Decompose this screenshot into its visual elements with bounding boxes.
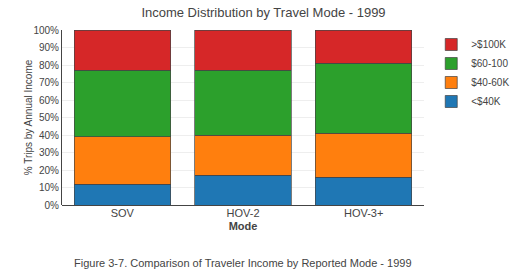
svg-text:HOV-3+: HOV-3+ xyxy=(344,207,383,219)
svg-text:10%: 10% xyxy=(39,182,59,193)
svg-text:Mode: Mode xyxy=(229,220,258,232)
svg-text:30%: 30% xyxy=(39,147,59,158)
svg-text:60%: 60% xyxy=(39,95,59,106)
svg-text:SOV: SOV xyxy=(111,207,135,219)
svg-text:$60-100: $60-100 xyxy=(471,58,508,69)
svg-text:0%: 0% xyxy=(45,200,60,211)
svg-text:20%: 20% xyxy=(39,165,59,176)
svg-text:>$100K: >$100K xyxy=(471,39,506,50)
svg-text:80%: 80% xyxy=(39,60,59,71)
svg-text:% Trips by Annual Income: % Trips by Annual Income xyxy=(23,59,34,175)
svg-text:Figure 3-7. Comparison of Trav: Figure 3-7. Comparison of Traveler Incom… xyxy=(74,257,412,269)
svg-text:70%: 70% xyxy=(39,77,59,88)
svg-text:90%: 90% xyxy=(39,42,59,53)
svg-text:50%: 50% xyxy=(39,112,59,123)
svg-text:HOV-2: HOV-2 xyxy=(226,207,259,219)
svg-text:$40-60K: $40-60K xyxy=(471,77,509,88)
svg-text:100%: 100% xyxy=(33,25,59,36)
svg-text:<$40K: <$40K xyxy=(471,96,501,107)
svg-text:40%: 40% xyxy=(39,130,59,141)
svg-text:Income Distribution by Travel: Income Distribution by Travel Mode - 199… xyxy=(141,5,385,20)
